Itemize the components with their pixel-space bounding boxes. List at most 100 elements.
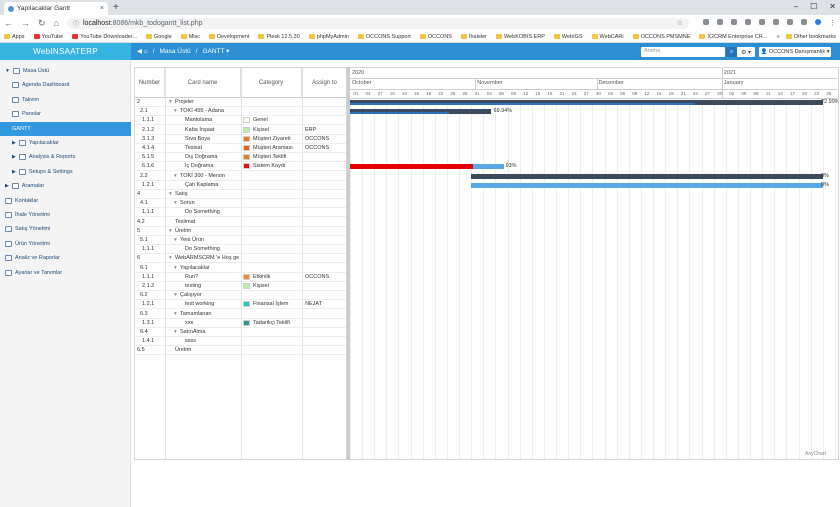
row-expand-toggle[interactable]: ▾	[169, 255, 172, 262]
grid-row[interactable]: 4.1 ▾ Sorun	[135, 199, 346, 209]
grid-row[interactable]: 6.5 Üretim	[135, 346, 346, 356]
breadcrumb-item[interactable]: Masa Üstü	[159, 47, 191, 55]
bookmark-item[interactable]: OCCONS Support	[357, 34, 411, 40]
row-expand-toggle[interactable]: ▾	[169, 191, 172, 197]
bookmark-item[interactable]: X2CRM Enterprise CR...	[699, 34, 767, 40]
grid-row[interactable]: 1.3.1 xxx Tadarikçi Teklifi	[135, 319, 346, 328]
sidebar-item[interactable]: ▶ Yapılacaklar	[0, 136, 131, 150]
grid-row[interactable]: 6.2 ▾ Çalışıyor	[135, 291, 346, 301]
row-expand-toggle[interactable]: ▾	[174, 292, 177, 299]
app-brand[interactable]: WebINSAATERP	[0, 43, 131, 60]
extension-icon[interactable]	[731, 19, 737, 25]
grid-row[interactable]: 1.1.1 Do Something	[135, 208, 346, 218]
sidebar-item[interactable]: Ayarlar ve Tanımlar	[0, 266, 131, 280]
profile-avatar-icon[interactable]	[815, 19, 821, 25]
search-button[interactable]: ⌕	[726, 47, 737, 57]
bookmark-item[interactable]: OCCONS PMSMNE	[632, 34, 690, 40]
tab-close-icon[interactable]: ×	[99, 5, 104, 12]
grid-row[interactable]: 5.1 ▾ Yeni Ürün	[135, 236, 346, 245]
grid-row[interactable]: 1.1.1 Run? Etkinlik OCCONS	[135, 273, 346, 282]
bookmark-item[interactable]: YouTube	[33, 34, 63, 40]
extension-icon[interactable]	[717, 19, 723, 25]
close-window-icon[interactable]: ✕	[829, 2, 836, 11]
bookmark-item[interactable]: Misc	[180, 34, 200, 40]
gantt-bar[interactable]	[471, 173, 823, 179]
bookmark-item[interactable]: WebIGS	[553, 34, 583, 40]
bookmark-item[interactable]: phpMyAdmin	[308, 34, 349, 40]
grid-row[interactable]: 2.1 ▾ TOKİ 455 - Adana	[135, 107, 346, 117]
row-expand-toggle[interactable]: ▾	[174, 172, 177, 179]
grid-row[interactable]: 5 ▾ Üretim	[135, 227, 346, 236]
grid-column-header[interactable]: Number	[135, 68, 165, 98]
grid-row[interactable]: 2.1.2 Kaba İnşaat Kişisel ERP	[135, 126, 346, 135]
browser-tab[interactable]: Yapılacaklar Gantt ×	[4, 2, 108, 15]
grid-row[interactable]: 2.1.2 testing Kişisel	[135, 282, 346, 291]
extension-icon[interactable]	[773, 19, 779, 25]
home-icon[interactable]: ⌂	[53, 18, 59, 28]
extension-icon[interactable]	[787, 19, 793, 25]
grid-row[interactable]: 1.2.1 test working Finansal İşlem NEJAT	[135, 300, 346, 310]
grid-row[interactable]: 1.2.1 Çatı Kaplama	[135, 181, 346, 190]
grid-column-header[interactable]: Assign to	[302, 68, 346, 98]
reload-icon[interactable]: ↻	[38, 17, 46, 28]
search-input[interactable]: Arama	[641, 47, 725, 57]
row-expand-toggle[interactable]: ▾	[174, 264, 177, 271]
gantt-bar[interactable]	[471, 182, 823, 188]
bookmarks-more[interactable]: »	[776, 33, 780, 40]
grid-row[interactable]: 4.2 Teslimat	[135, 218, 346, 227]
grid-row[interactable]: 1.1.1 Mantolama Genel	[135, 116, 346, 126]
url-field[interactable]: ⓘ localhost:8086/mkb_todogantt_list.php …	[66, 17, 689, 29]
row-expand-toggle[interactable]: ▾	[174, 310, 177, 317]
grid-row[interactable]: 6.1 ▾ Yapılacaklar	[135, 264, 346, 273]
grid-row[interactable]: 5.1.5 Dış Doğrama Müşteri Teklifi	[135, 153, 346, 163]
grid-row[interactable]: 6.3 ▾ Tamamlanan	[135, 310, 346, 319]
minimize-icon[interactable]: –	[793, 2, 799, 11]
sidebar-item[interactable]: İhale Yönetimi	[0, 208, 131, 222]
row-expand-toggle[interactable]: ▾	[174, 200, 177, 207]
row-expand-toggle[interactable]: ▾	[174, 108, 177, 115]
sidebar-item[interactable]: ▶ Aramalar	[0, 179, 131, 193]
row-expand-toggle[interactable]: ▾	[174, 329, 177, 335]
sidebar-item[interactable]: Analiz ve Raporlar	[0, 251, 131, 265]
grid-row[interactable]: 1.1.1 Do Something	[135, 245, 346, 255]
grid-row[interactable]: 6.4 ▾ SatınAlma	[135, 328, 346, 337]
extension-icon[interactable]	[745, 19, 751, 25]
sidebar-item[interactable]: Ürün Yönetimi	[0, 237, 131, 251]
grid-row[interactable]: 6 ▾ WebARMSCRM 'e Hoş ge	[135, 254, 346, 264]
star-icon[interactable]: ☆	[676, 20, 683, 27]
maximize-icon[interactable]: ☐	[810, 2, 818, 11]
grid-column-header[interactable]: Card name	[165, 68, 241, 98]
bookmark-item[interactable]: İhaleler	[460, 34, 487, 40]
grid-row[interactable]: 2 ▾ Projeler	[135, 98, 346, 107]
bookmark-item[interactable]: OCCONS	[419, 34, 452, 40]
sidebar-item[interactable]: Takvim	[0, 93, 131, 107]
sidebar-item[interactable]: Panolar	[0, 107, 131, 121]
sidebar-item[interactable]: GANTT	[0, 121, 131, 136]
puzzle-icon[interactable]	[801, 19, 807, 25]
settings-button[interactable]: ⚙ ▾	[737, 47, 755, 57]
bookmark-item[interactable]: Plesk 12.5.30	[258, 34, 300, 40]
grid-row[interactable]: 1.4.1 ssss	[135, 337, 346, 347]
sidebar-item[interactable]: ▶ Setups & Settings	[0, 165, 131, 179]
extension-icon[interactable]	[703, 19, 709, 25]
bookmark-item[interactable]: Development	[209, 34, 249, 40]
row-expand-toggle[interactable]: ▾	[169, 99, 172, 105]
bookmark-item[interactable]: WebKOBIS ERP	[496, 34, 545, 40]
bookmark-item[interactable]: WebCARi	[591, 34, 624, 40]
grid-row[interactable]: 2.2 ▾ TOKİ 300 - Mersin	[135, 172, 346, 181]
extension-icon[interactable]	[759, 19, 765, 25]
sidebar-item[interactable]: ▼ Masa Üstü	[0, 64, 131, 78]
grid-splitter[interactable]	[347, 67, 350, 460]
grid-row[interactable]: 3.1.3 Sıva Boya Müşteri Ziyareti OCCONS	[135, 135, 346, 144]
row-expand-toggle[interactable]: ▾	[174, 237, 177, 243]
sidebar-item[interactable]: Satış Yönetimi	[0, 222, 131, 236]
back-icon[interactable]: ←	[4, 18, 13, 28]
bookmark-item[interactable]: Google	[145, 34, 172, 40]
sidebar-item[interactable]: Kontaklar	[0, 194, 131, 208]
info-icon[interactable]: ⓘ	[72, 21, 79, 28]
grid-row[interactable]: 6.1.6 İç Doğrama Sistem Kaydı	[135, 162, 346, 172]
breadcrumb-home-icon[interactable]: ◀ ⌂	[137, 48, 148, 55]
grid-column-header[interactable]: Category	[241, 68, 302, 98]
row-expand-toggle[interactable]: ▾	[169, 227, 172, 234]
grid-row[interactable]: 4 ▾ Satış	[135, 190, 346, 199]
